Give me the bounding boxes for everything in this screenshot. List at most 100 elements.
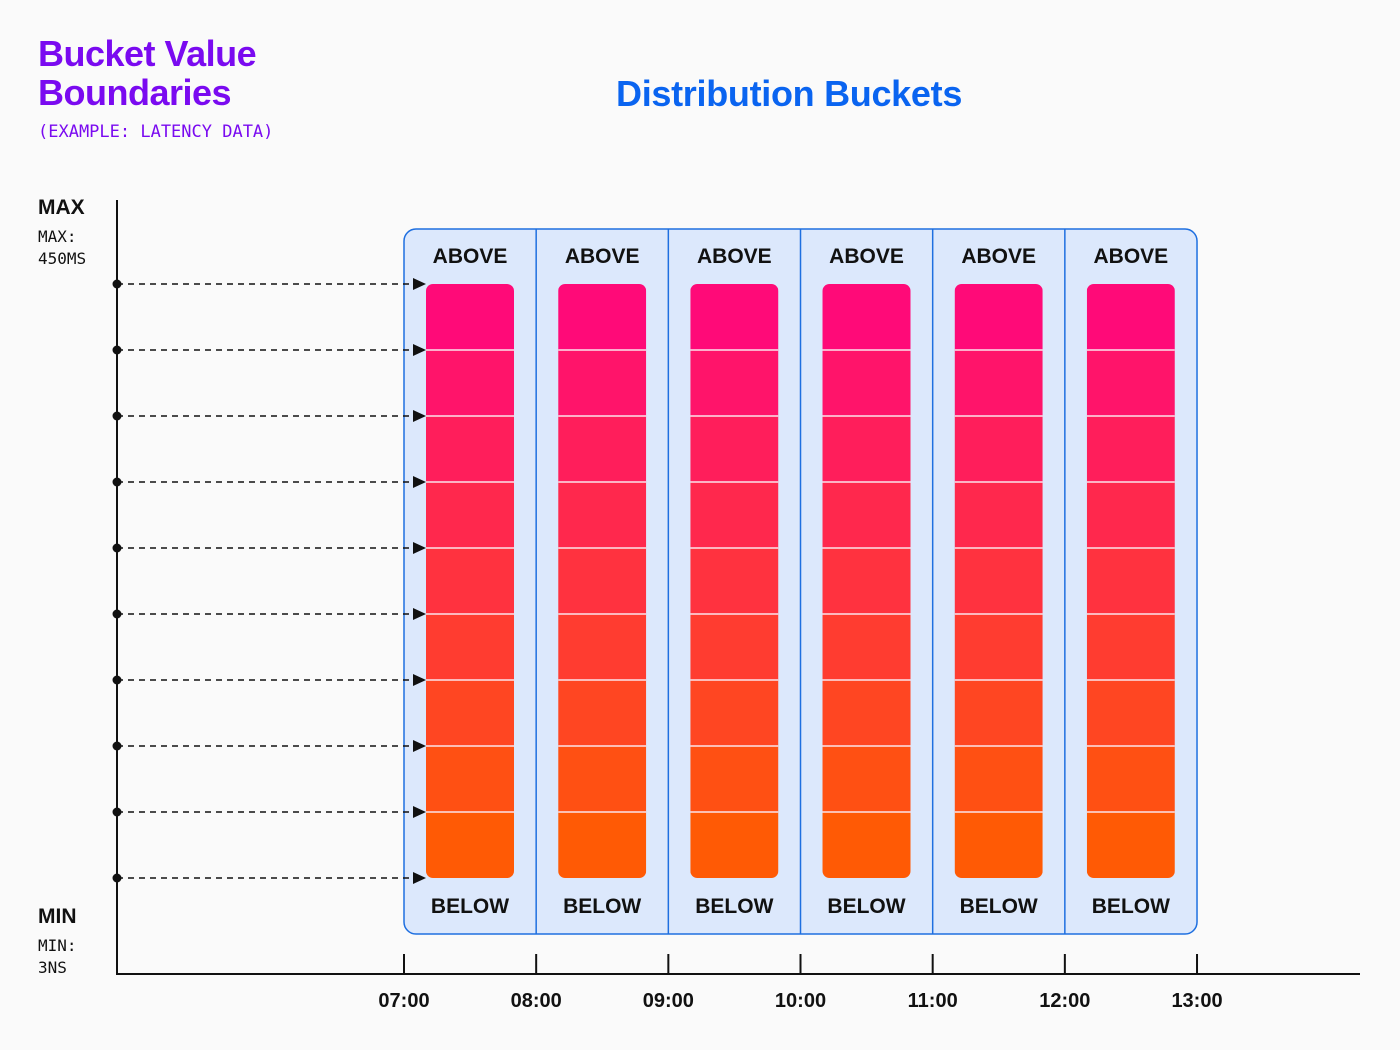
bucket-segment — [954, 680, 1043, 746]
bucket-segment — [558, 614, 647, 680]
bucket-segment — [426, 680, 514, 746]
bucket-segment — [690, 284, 779, 350]
bucket-segment — [426, 614, 514, 680]
bucket-segment — [1086, 680, 1175, 746]
time-tick-label: 10:00 — [774, 990, 827, 1012]
bucket-segment — [426, 482, 514, 548]
boundary-arrow-icon — [413, 278, 426, 290]
boundary-arrow-icon — [413, 542, 426, 554]
bucket-segment — [822, 548, 911, 614]
bucket-segment — [690, 614, 779, 680]
bucket-segment — [822, 746, 911, 812]
bucket-segment — [426, 350, 514, 416]
bucket-segment — [690, 350, 779, 416]
bucket-segment — [426, 746, 514, 812]
below-label: BELOW — [695, 895, 774, 918]
boundary-arrow-icon — [413, 476, 426, 488]
bucket-segment — [558, 680, 647, 746]
bucket-segment — [690, 416, 779, 482]
bucket-column-bar — [426, 284, 514, 878]
diagram-title: Bucket Value Boundaries — [38, 33, 257, 113]
title-line-2: Boundaries — [38, 72, 232, 113]
bucket-segment — [954, 812, 1043, 878]
bucket-segment — [954, 350, 1043, 416]
min-label: MIN — [38, 905, 77, 928]
below-label: BELOW — [1091, 895, 1170, 918]
time-tick-label: 11:00 — [907, 990, 958, 1012]
bucket-segment — [822, 482, 911, 548]
boundary-arrow-icon — [413, 344, 426, 356]
bucket-segment — [558, 746, 647, 812]
bucket-segment — [1086, 350, 1175, 416]
bucket-segment — [822, 680, 911, 746]
min-value-line-1: MIN: — [38, 936, 77, 955]
bucket-segment — [690, 812, 779, 878]
bucket-column-bar — [690, 284, 779, 878]
time-tick-label: 09:00 — [642, 990, 694, 1012]
bucket-segment — [954, 614, 1043, 680]
bucket-segment — [1086, 746, 1175, 812]
bucket-segment — [690, 746, 779, 812]
max-label: MAX — [38, 196, 85, 219]
bucket-segment — [954, 416, 1043, 482]
max-value-line-1: MAX: — [38, 227, 77, 246]
bucket-segment — [1086, 548, 1175, 614]
bucket-segment — [426, 812, 514, 878]
above-label: ABOVE — [432, 245, 508, 268]
max-value: MAX: 450MS — [38, 226, 86, 270]
bucket-column-bar — [822, 284, 911, 878]
bucket-segment — [690, 548, 779, 614]
bucket-segment — [1086, 482, 1175, 548]
bucket-segment — [558, 350, 647, 416]
bucket-segment — [954, 548, 1043, 614]
bucket-segment — [558, 284, 647, 350]
bucket-segment — [954, 284, 1043, 350]
bucket-segment — [1086, 284, 1175, 350]
bucket-column-bar — [954, 284, 1043, 878]
bucket-segment — [822, 350, 911, 416]
max-value-line-2: 450MS — [38, 249, 87, 268]
bucket-segment — [822, 416, 911, 482]
bucket-segment — [426, 284, 514, 350]
bucket-segment — [1086, 812, 1175, 878]
boundary-arrow-icon — [413, 740, 426, 752]
bucket-column-bar — [558, 284, 647, 878]
chart-title: Distribution Buckets — [616, 73, 963, 114]
bucket-segment — [558, 416, 647, 482]
below-label: BELOW — [430, 895, 510, 918]
bucket-segment — [954, 482, 1043, 548]
title-line-1: Bucket Value — [38, 33, 257, 74]
below-label: BELOW — [959, 895, 1038, 918]
time-tick-label: 12:00 — [1039, 990, 1091, 1012]
bucket-segment — [1086, 614, 1175, 680]
above-label: ABOVE — [564, 245, 640, 268]
bucket-segment — [1086, 416, 1175, 482]
boundary-arrow-icon — [413, 872, 426, 884]
boundary-arrow-icon — [413, 410, 426, 422]
bucket-segment — [822, 614, 911, 680]
bucket-segment — [822, 284, 911, 350]
boundary-arrow-icon — [413, 608, 426, 620]
bucket-segment — [822, 812, 911, 878]
bucket-segment — [426, 416, 514, 482]
below-label: BELOW — [563, 895, 642, 918]
bucket-segment — [690, 482, 779, 548]
bucket-segment — [558, 548, 647, 614]
bucket-segment — [690, 680, 779, 746]
bucket-segment — [426, 548, 514, 614]
above-label: ABOVE — [696, 245, 772, 268]
boundary-arrow-icon — [413, 806, 426, 818]
boundary-arrow-icon — [413, 674, 426, 686]
bucket-segment — [954, 746, 1043, 812]
below-label: BELOW — [827, 895, 906, 918]
min-value-line-2: 3NS — [38, 958, 67, 977]
time-tick-label: 07:00 — [378, 990, 430, 1012]
above-label: ABOVE — [961, 245, 1037, 268]
above-label: ABOVE — [829, 245, 904, 268]
bucket-segment — [558, 812, 647, 878]
bucket-column-bar — [1086, 284, 1175, 878]
bucket-segment — [558, 482, 647, 548]
min-value: MIN: 3NS — [38, 935, 77, 979]
time-tick-label: 08:00 — [510, 990, 562, 1012]
